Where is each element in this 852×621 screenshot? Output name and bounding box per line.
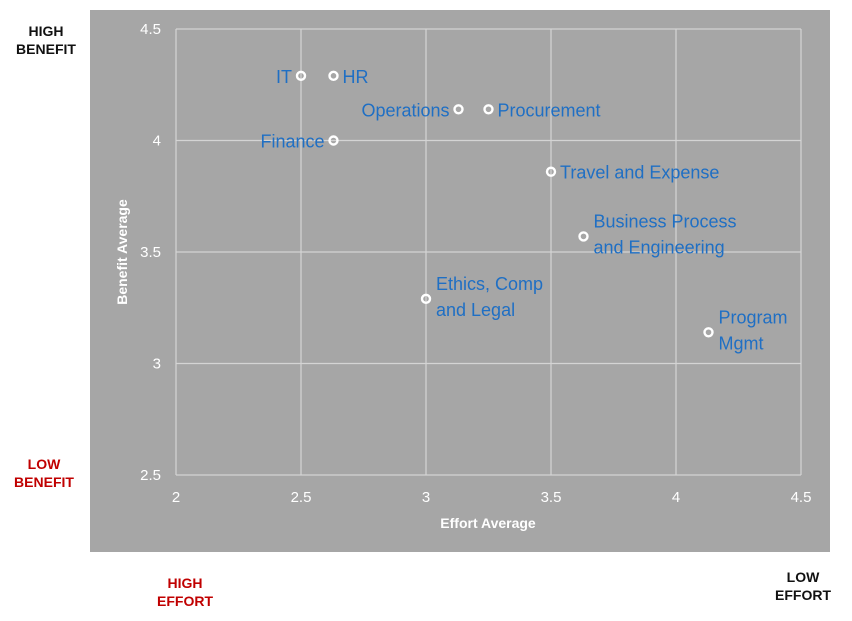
data-point: [453, 104, 464, 115]
data-point: [545, 166, 557, 177]
y-tick-label: 3.5: [140, 244, 161, 261]
point-label: Ethics, Comp: [436, 274, 543, 294]
data-point: [328, 135, 339, 146]
point-label: Procurement: [498, 100, 601, 120]
y-axis-title: Benefit Average: [114, 199, 130, 305]
data-point: [578, 231, 589, 242]
low-benefit-label: LOW BENEFIT: [14, 456, 74, 490]
data-point: [295, 70, 307, 82]
tick-labels: 2 2.5 3 3.5 4 4.5 2.5 3 3.5 4 4.5: [140, 21, 811, 506]
x-tick-label: 2.5: [291, 489, 312, 506]
point-label: IT: [276, 67, 292, 87]
data-point: [703, 327, 714, 338]
point-label: HR: [343, 67, 369, 87]
data-point: [420, 293, 432, 305]
x-tick-label: 4.5: [791, 489, 812, 506]
x-axis-title: Effort Average: [440, 515, 536, 531]
x-tick-label: 4: [672, 489, 680, 506]
y-tick-label: 3: [153, 356, 161, 373]
x-tick-label: 3: [422, 489, 430, 506]
low-effort-label: LOW EFFORT: [775, 569, 831, 603]
y-tick-label: 4.5: [140, 21, 161, 38]
point-label: Business Process: [594, 211, 737, 231]
point-label: Travel and Expense: [560, 163, 719, 183]
x-tick-label: 3.5: [541, 489, 562, 506]
data-point: [328, 70, 339, 82]
point-label: Mgmt: [719, 333, 764, 353]
high-effort-label: HIGH EFFORT: [157, 575, 213, 609]
data-points: IT HR Operations Procurement Finance Travel a…: [260, 67, 787, 353]
data-point: [483, 104, 494, 115]
high-benefit-label: HIGH BENEFIT: [16, 23, 76, 57]
point-label: Finance: [260, 132, 324, 152]
y-tick-label: 2.5: [140, 467, 161, 484]
point-label: and Legal: [436, 300, 515, 320]
point-label: Program: [719, 307, 788, 327]
point-label: Operations: [361, 100, 449, 120]
y-tick-label: 4: [153, 133, 161, 150]
x-tick-label: 2: [172, 489, 180, 506]
plot-background: [90, 10, 830, 552]
point-label: and Engineering: [594, 237, 725, 257]
gridlines: [175, 28, 802, 476]
